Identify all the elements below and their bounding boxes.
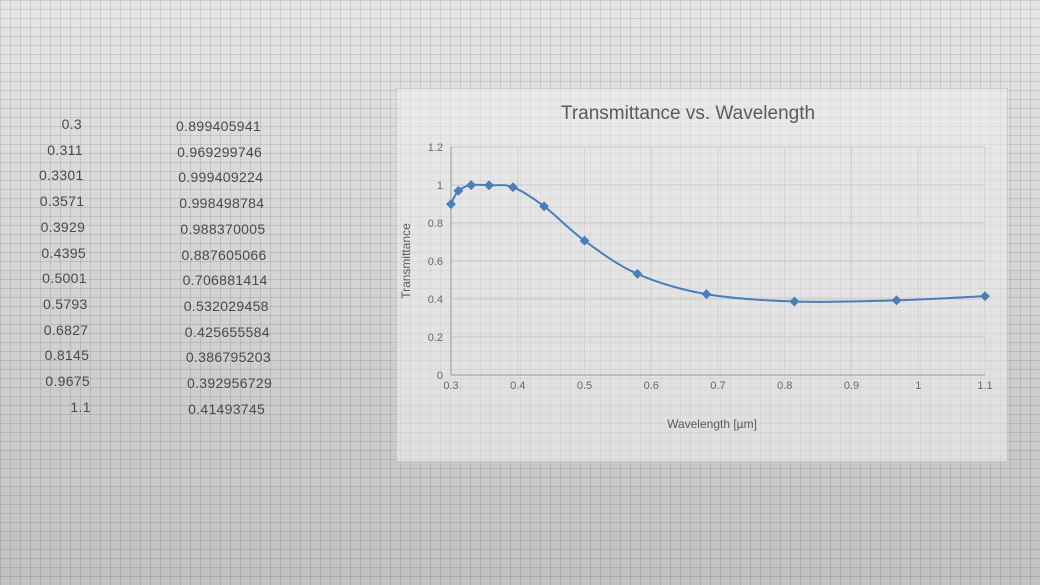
sheet-cell-wavelength[interactable]: 0.3571 [39,193,85,210]
sheet-cell-wavelength[interactable]: 0.9675 [45,373,90,389]
sheet-cell-transmittance[interactable]: 0.999409224 [178,169,264,186]
y-tick-label: 0.6 [428,256,443,268]
sheet-cell-transmittance[interactable]: 0.988370005 [180,220,266,237]
data-point[interactable] [508,182,518,193]
x-tick-label: 0.6 [644,380,659,392]
sheet-cell-wavelength[interactable]: 0.311 [47,141,83,158]
x-tick-label: 0.7 [710,380,725,392]
x-tick-label: 0.3 [443,380,458,392]
sheet-cell-wavelength[interactable]: 1.1 [70,398,91,415]
data-point[interactable] [980,291,990,302]
data-point[interactable] [701,289,712,300]
sheet-cell-transmittance[interactable]: 0.392956729 [187,375,273,391]
sheet-cell-wavelength[interactable]: 0.8145 [44,347,90,364]
data-point[interactable] [789,296,800,307]
sheet-cell-transmittance[interactable]: 0.706881414 [182,272,268,289]
x-tick-label: 0.9 [844,380,859,392]
x-tick-label: 0.5 [577,380,592,392]
y-tick-label: 0.4 [428,294,443,306]
sheet-cell-wavelength[interactable]: 0.3 [61,116,82,132]
y-axis-label: Transmittance [399,223,413,299]
chart-text-layer: Transmittance vs. Wavelength Wavelength … [399,103,993,431]
sheet-cell-wavelength[interactable]: 0.6827 [43,321,89,338]
data-point[interactable] [891,295,902,306]
data-point[interactable] [632,268,643,279]
sheet-cell-transmittance[interactable]: 0.532029458 [183,297,269,314]
sheet-cell-transmittance[interactable]: 0.41493745 [188,400,266,417]
data-point[interactable] [446,199,456,210]
x-tick-label: 1 [915,380,921,392]
sheet-cell-transmittance[interactable]: 0.887605066 [181,246,267,263]
sheet-cell-wavelength[interactable]: 0.4395 [41,244,86,261]
sheet-cell-wavelength[interactable]: 0.5001 [42,270,87,287]
y-tick-label: 1.2 [428,142,443,154]
y-tick-label: 1 [437,180,443,192]
chart-svg: Transmittance vs. Wavelength Wavelength … [399,103,993,431]
x-tick-label: 0.8 [777,380,792,392]
sheet-cell-transmittance[interactable]: 0.386795203 [185,349,271,366]
sheet-cell-wavelength[interactable]: 0.5793 [42,295,88,312]
data-point[interactable] [484,180,495,191]
sheet-cell-wavelength[interactable]: 0.3301 [38,167,84,184]
y-tick-label: 0.2 [428,332,443,344]
y-tick-label: 0.8 [428,218,443,230]
sheet-cell-transmittance[interactable]: 0.998498784 [179,195,265,212]
sheet-cell-wavelength[interactable]: 0.3929 [40,218,86,235]
gridlines [450,146,986,376]
x-tick-label: 1.1 [977,380,992,392]
x-tick-label: 0.4 [510,380,525,392]
sheet-cell-transmittance[interactable]: 0.969299746 [177,143,263,160]
chart-area[interactable]: Transmittance vs. Wavelength Wavelength … [396,88,1008,462]
data-point[interactable] [466,180,477,191]
axes [450,147,985,376]
y-tick-label: 0 [437,370,443,382]
chart-title: Transmittance vs. Wavelength [561,103,815,124]
sheet-cell-transmittance[interactable]: 0.899405941 [176,118,262,134]
sheet-cell-transmittance[interactable]: 0.425655584 [184,323,270,340]
x-axis-label: Wavelength [µm] [667,417,757,431]
spreadsheet-data-table: 0.3 0.311 0.3301 0.3571 0.3929 0.4395 0.5001 0.… [0,0,400,585]
